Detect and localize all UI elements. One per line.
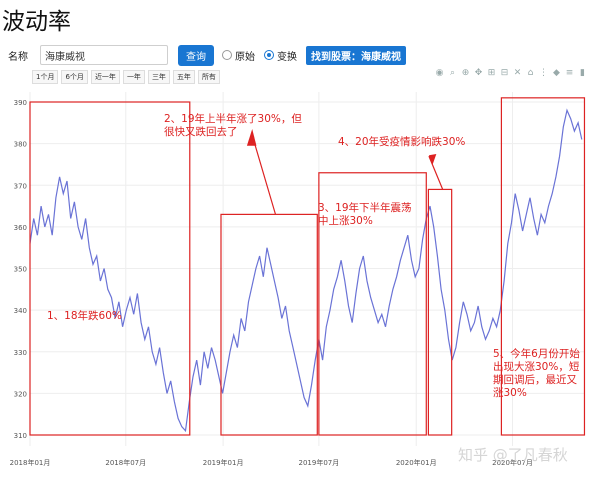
y-tick-label: 360 (14, 224, 27, 232)
range-recent-year-button[interactable]: 近一年 (90, 70, 120, 84)
range-all-button[interactable]: 所有 (197, 70, 220, 84)
radio-original-label: 原始 (235, 51, 255, 63)
range-5y-button[interactable]: 五年 (172, 70, 195, 84)
x-tick-label: 2018年01月 (10, 458, 51, 467)
annotation-arrowhead-4 (428, 154, 437, 165)
annotation-box-2 (220, 213, 318, 436)
zhihu-watermark: 知乎 @了凡春秋 (458, 446, 568, 464)
spike-lines-icon[interactable]: ⋮ (539, 68, 548, 78)
range-selector: 1个月 6个月 近一年 一年 三年 五年 所有 (32, 70, 220, 84)
range-6m-button[interactable]: 6个月 (61, 70, 88, 84)
annotation-1: 1、18年跌60% (47, 310, 122, 322)
annotation-arrow-2 (251, 135, 277, 215)
zoom-out-icon[interactable]: ⊟ (500, 68, 509, 78)
name-label: 名称 (8, 51, 28, 63)
x-tick-label: 2019年07月 (299, 458, 340, 467)
x-tick-label: 2020年01月 (396, 458, 437, 467)
annotation-4: 4、20年受疫情影响跌30% (338, 136, 466, 148)
found-stock-badge: 找到股票：海康威视 (306, 45, 406, 65)
camera-icon[interactable]: ◉ (435, 68, 444, 78)
x-tick-label: 2018年07月 (105, 458, 146, 467)
zoom-icon[interactable]: ⌕ (449, 68, 456, 78)
y-tick-label: 330 (14, 349, 27, 357)
chart-toolbar: ◉ ⌕ ⊕ ✥ ⊞ ⊟ ✕ ⌂ ⋮ ◆ ≡ ▮ (434, 68, 588, 79)
page-title: 波动率 (2, 9, 71, 35)
annotation-box-3 (318, 172, 427, 436)
stock-name-input[interactable] (40, 45, 168, 65)
y-tick-label: 340 (14, 307, 27, 315)
radio-transform[interactable] (264, 50, 274, 60)
volatility-series-line (29, 108, 583, 433)
autoscale-icon[interactable]: ✕ (513, 68, 522, 78)
x-tick-label: 2019年01月 (203, 458, 244, 467)
annotation-arrow-4 (428, 155, 444, 190)
annotation-5: 5、今年6月份开始出现大涨30%，短期回调后，最近又涨30% (493, 348, 580, 399)
query-button[interactable]: 查询 (178, 44, 214, 66)
search-row: 名称 查询 原始 变换 找到股票：海康威视 (8, 44, 406, 66)
plotly-logo-icon[interactable]: ▮ (580, 68, 585, 78)
radio-original[interactable] (222, 50, 232, 60)
range-3y-button[interactable]: 三年 (147, 70, 170, 84)
x-tick-label: 2020年07月 (492, 458, 533, 467)
annotation-box-5 (500, 97, 586, 436)
hover-closest-icon[interactable]: ◆ (553, 68, 560, 78)
zoom-in-icon[interactable]: ⊞ (487, 68, 496, 78)
zoom-box-icon[interactable]: ⊕ (461, 68, 470, 78)
annotation-box-4 (427, 188, 453, 436)
pan-icon[interactable]: ✥ (474, 68, 483, 78)
range-1m-button[interactable]: 1个月 (32, 70, 59, 84)
hover-compare-icon[interactable]: ≡ (565, 68, 574, 78)
range-1y-button[interactable]: 一年 (122, 70, 145, 84)
y-tick-label: 350 (14, 266, 27, 274)
annotation-2: 2、19年上半年涨了30%，但很快又跌回去了 (164, 113, 302, 138)
annotation-arrowhead-2 (246, 129, 257, 146)
radio-transform-label: 变换 (277, 51, 297, 63)
annotation-box-1 (29, 101, 191, 436)
y-tick-label: 390 (14, 99, 27, 107)
reset-axes-icon[interactable]: ⌂ (527, 68, 534, 78)
y-tick-label: 380 (14, 141, 27, 149)
y-tick-label: 320 (14, 390, 27, 398)
y-tick-label: 310 (14, 432, 27, 440)
annotation-3: 3、19年下半年震荡中上涨30% (318, 202, 412, 227)
y-tick-label: 370 (14, 182, 27, 190)
